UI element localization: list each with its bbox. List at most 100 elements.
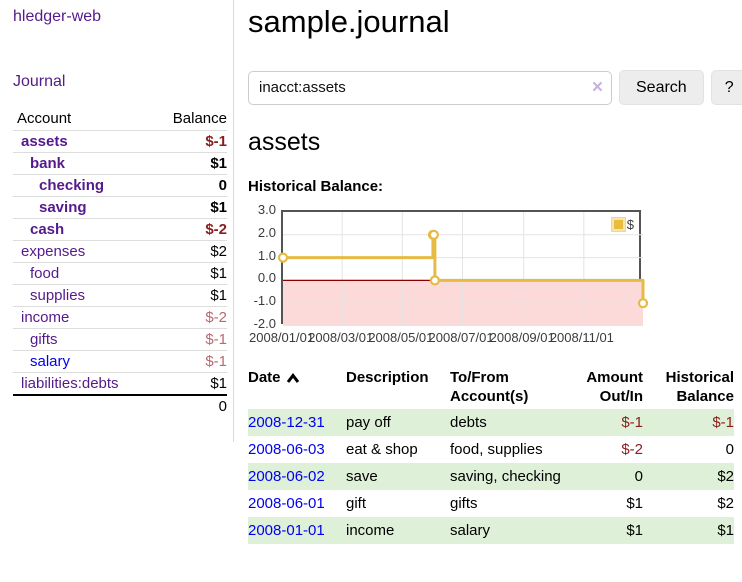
- account-row: expenses $2: [13, 240, 227, 263]
- account-balance: $1: [150, 372, 227, 395]
- register-table-body: 2008-12-31 pay off debts $-1 $-1 2008-06-03 ea…: [248, 409, 734, 544]
- account-cell: food: [13, 262, 151, 285]
- description-column-header: Description: [346, 369, 429, 386]
- y-axis-tick-label: 2.0: [257, 224, 276, 240]
- account-row: food $1: [13, 262, 227, 285]
- transaction-accounts-cell: gifts: [450, 495, 478, 512]
- account-balance: $-1: [150, 350, 227, 373]
- transaction-balance-cell: $2: [717, 495, 734, 512]
- chart-title: Historical Balance:: [248, 178, 384, 195]
- account-title: assets: [248, 128, 321, 156]
- app-window: hledger-web Journal Account Balance asse…: [0, 0, 742, 544]
- account-balance: $-1: [150, 328, 227, 351]
- accounts-total-row: 0: [13, 394, 227, 417]
- transaction-date-link[interactable]: 2008-12-31: [248, 414, 325, 431]
- clear-search-icon[interactable]: ×: [591, 76, 603, 98]
- accounts-table: Account Balance assets $-1 bank $1 checking 0…: [13, 108, 227, 417]
- transaction-row[interactable]: 2008-06-01 gift gifts $1 $2: [248, 490, 734, 517]
- transaction-row[interactable]: 2008-12-31 pay off debts $-1 $-1: [248, 409, 734, 436]
- transaction-row[interactable]: 2008-06-03 eat & shop food, supplies $-2 0: [248, 436, 734, 463]
- account-link[interactable]: checking: [39, 177, 105, 194]
- tofrom-header-line1: To/From: [450, 369, 509, 386]
- data-point: [277, 252, 289, 263]
- register-header-row: Date Description To/From Account(s) Amou…: [248, 365, 734, 409]
- account-row: liabilities:debts $1: [13, 372, 227, 395]
- account-balance: $1: [150, 262, 227, 285]
- account-link[interactable]: income: [21, 309, 70, 326]
- brand-link[interactable]: hledger-web: [13, 8, 102, 25]
- account-cell: bank: [13, 152, 151, 175]
- account-link[interactable]: supplies: [30, 287, 86, 304]
- account-link[interactable]: salary: [30, 353, 71, 370]
- historical-header-line2: Balance: [676, 388, 734, 405]
- transaction-amount-cell: $1: [626, 495, 643, 512]
- account-link[interactable]: expenses: [21, 243, 86, 260]
- account-link[interactable]: cash: [30, 221, 65, 238]
- search-button[interactable]: Search: [619, 70, 704, 105]
- tofrom-column-header: To/From Account(s): [450, 365, 562, 409]
- accounts-total-value: 0: [150, 394, 227, 417]
- account-row: salary $-1: [13, 350, 227, 373]
- transaction-date-link[interactable]: 2008-06-01: [248, 495, 325, 512]
- account-link[interactable]: saving: [39, 199, 87, 216]
- transaction-date-link[interactable]: 2008-06-03: [248, 441, 325, 458]
- account-row: bank $1: [13, 152, 227, 175]
- y-axis-tick-label: -1.0: [253, 293, 276, 309]
- transaction-row[interactable]: 2008-01-01 income salary $1 $1: [248, 517, 734, 544]
- transaction-date-link[interactable]: 2008-06-02: [248, 468, 325, 485]
- y-axis-tick-label: 1.0: [257, 247, 276, 263]
- search-help-button[interactable]: ?: [710, 70, 742, 105]
- transaction-amount-cell: $1: [626, 522, 643, 539]
- x-axis-tick-label: 2008/09/01: [489, 330, 555, 345]
- legend-swatch-icon: [610, 217, 626, 232]
- balance-column-header: Balance: [172, 110, 227, 127]
- transaction-description-cell: save: [346, 468, 378, 485]
- account-balance: $1: [150, 152, 227, 175]
- account-cell: expenses: [13, 240, 151, 263]
- transaction-date-link[interactable]: 2008-01-01: [248, 522, 325, 539]
- transaction-description-cell: eat & shop: [346, 441, 418, 458]
- amount-column-header: Amount Out/In: [562, 365, 643, 409]
- transaction-accounts-cell: saving, checking: [450, 468, 561, 485]
- account-balance: 0: [150, 174, 227, 197]
- account-row: cash $-2: [13, 218, 227, 241]
- data-point: [637, 298, 649, 309]
- account-balance: $-1: [150, 130, 227, 153]
- account-row: gifts $-1: [13, 328, 227, 351]
- account-cell: liabilities:debts: [13, 372, 151, 395]
- register-table: Date Description To/From Account(s) Amou…: [248, 365, 734, 544]
- historical-balance-chart: 3.0 2.0 1.0 0.0 -1.0 -2.0 $ 2008/01/01 2008/03…: [248, 203, 727, 351]
- account-cell: salary: [13, 350, 151, 373]
- page-title: sample.journal: [248, 4, 450, 39]
- data-point: [429, 275, 440, 286]
- tofrom-header-line2: Account(s): [450, 388, 529, 405]
- account-link[interactable]: gifts: [30, 331, 58, 348]
- account-row: saving $1: [13, 196, 227, 219]
- account-cell: supplies: [13, 284, 151, 307]
- account-link[interactable]: assets: [21, 133, 68, 150]
- account-link[interactable]: bank: [30, 155, 66, 172]
- chart-plot-area[interactable]: $: [277, 210, 649, 326]
- historical-header-line1: Historical: [665, 369, 734, 386]
- transaction-row[interactable]: 2008-06-02 save saving, checking 0 $2: [248, 463, 734, 490]
- historical-column-header: Historical Balance: [643, 365, 734, 409]
- date-column-header[interactable]: Date: [248, 365, 346, 409]
- transaction-date-cell: 2008-06-03: [248, 436, 346, 463]
- accounts-total-spacer: [13, 394, 151, 417]
- sidebar: hledger-web Journal Account Balance asse…: [0, 0, 234, 442]
- transaction-date-cell: 2008-06-01: [248, 490, 346, 517]
- accounts-table-header-row: Account Balance: [13, 108, 227, 131]
- chart-legend: $: [609, 216, 636, 233]
- search-input[interactable]: [248, 70, 612, 105]
- account-balance: $2: [150, 240, 227, 263]
- account-link[interactable]: food: [30, 265, 60, 282]
- account-row: supplies $1: [13, 284, 227, 307]
- transaction-accounts-cell: debts: [450, 414, 487, 431]
- sidebar-item-journal[interactable]: Journal: [13, 73, 66, 90]
- chart-canvas: [277, 212, 649, 326]
- transaction-amount-cell: $-1: [621, 414, 643, 431]
- account-cell: cash: [13, 218, 151, 241]
- account-link[interactable]: liabilities:debts: [21, 375, 119, 392]
- account-row: checking 0: [13, 174, 227, 197]
- transaction-description-cell: income: [346, 522, 395, 539]
